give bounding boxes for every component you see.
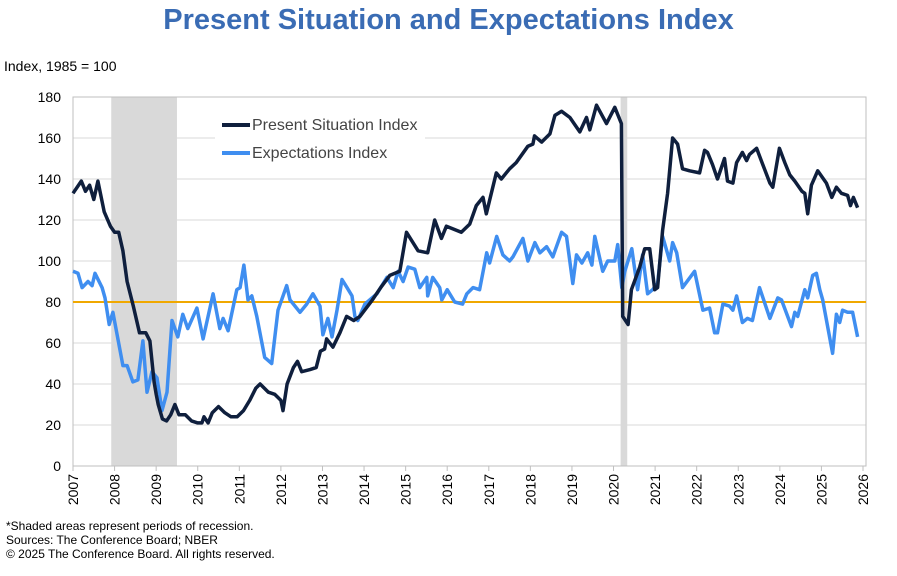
footnote-recession: *Shaded areas represent periods of reces… [6,519,254,533]
chart-title: Present Situation and Expectations Index [163,4,734,36]
y-tick-label: 160 [38,130,62,146]
legend-box [215,108,425,170]
x-tick-label: 2012 [273,474,289,505]
y-tick-label: 140 [38,171,62,187]
y-tick-label: 120 [38,212,62,228]
y-ticks: 0 20 40 60 80 100 120 140 160 180 [38,89,62,474]
x-tick-label: 2022 [689,474,705,505]
x-tick-label: 2015 [398,474,414,505]
x-tick-label: 2019 [564,474,580,505]
footnotes: *Shaded areas represent periods of reces… [6,519,275,561]
y-tick-label: 80 [45,294,61,310]
x-tick-label: 2023 [730,474,746,505]
present-situation-index-line [71,103,860,425]
series-lines [71,103,860,425]
y-tick-label: 40 [45,376,61,392]
footnote-copyright: © 2025 The Conference Board. All rights … [6,547,275,561]
plot-border [72,96,867,467]
x-tick-label: 2011 [231,474,247,504]
gridlines [73,96,866,426]
y-tick-label: 60 [45,335,61,351]
y-tick-label: 0 [53,458,61,474]
x-tick-label: 2017 [481,474,497,505]
x-tick-label: 2013 [314,474,330,505]
x-tick-label: 2020 [606,474,622,505]
x-tick-label: 2026 [855,474,871,505]
legend: Present Situation Index Expectations Ind… [215,108,425,170]
expectations-index-line [72,230,860,413]
x-ticks: 2007 2008 2009 2010 2011 2012 2013 2014 2015 2016… [65,466,871,505]
recession-band [111,97,177,466]
legend-label-present-situation: Present Situation Index [252,117,417,134]
legend-label-expectations: Expectations Index [252,145,387,162]
footnote-sources: Sources: The Conference Board; NBER [6,533,218,547]
x-tick-label: 2007 [65,474,81,505]
y-tick-label: 180 [38,89,62,105]
y-tick-label: 100 [38,253,62,269]
x-tick-label: 2024 [772,474,788,505]
x-tick-label: 2009 [148,474,164,505]
y-tick-label: 20 [45,417,61,433]
y-axis-label: Index, 1985 = 100 [4,58,117,74]
x-tick-label: 2025 [813,474,829,505]
x-tick-label: 2021 [647,474,663,505]
x-tick-label: 2008 [107,474,123,505]
x-tick-label: 2014 [356,474,372,505]
x-tick-label: 2016 [439,474,455,505]
x-tick-label: 2010 [190,474,206,505]
x-tick-label: 2018 [522,474,538,505]
